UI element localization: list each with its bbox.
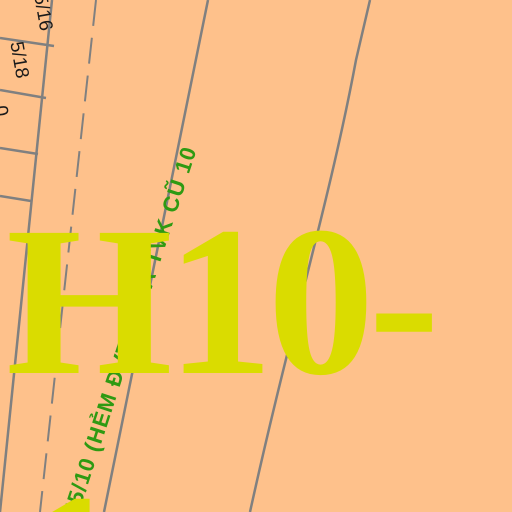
lot-separator bbox=[0, 194, 32, 203]
road-edge-dashed bbox=[39, 0, 97, 512]
lot-separator bbox=[0, 88, 47, 100]
zone-code-label: H10- bbox=[6, 183, 440, 420]
zone-code-label-partial: 1 bbox=[18, 462, 125, 512]
boundary-curve bbox=[248, 0, 372, 512]
lot-separator bbox=[0, 146, 39, 156]
lot-line bbox=[0, 0, 54, 512]
road-edge bbox=[102, 0, 210, 512]
lot-separator bbox=[0, 36, 55, 48]
